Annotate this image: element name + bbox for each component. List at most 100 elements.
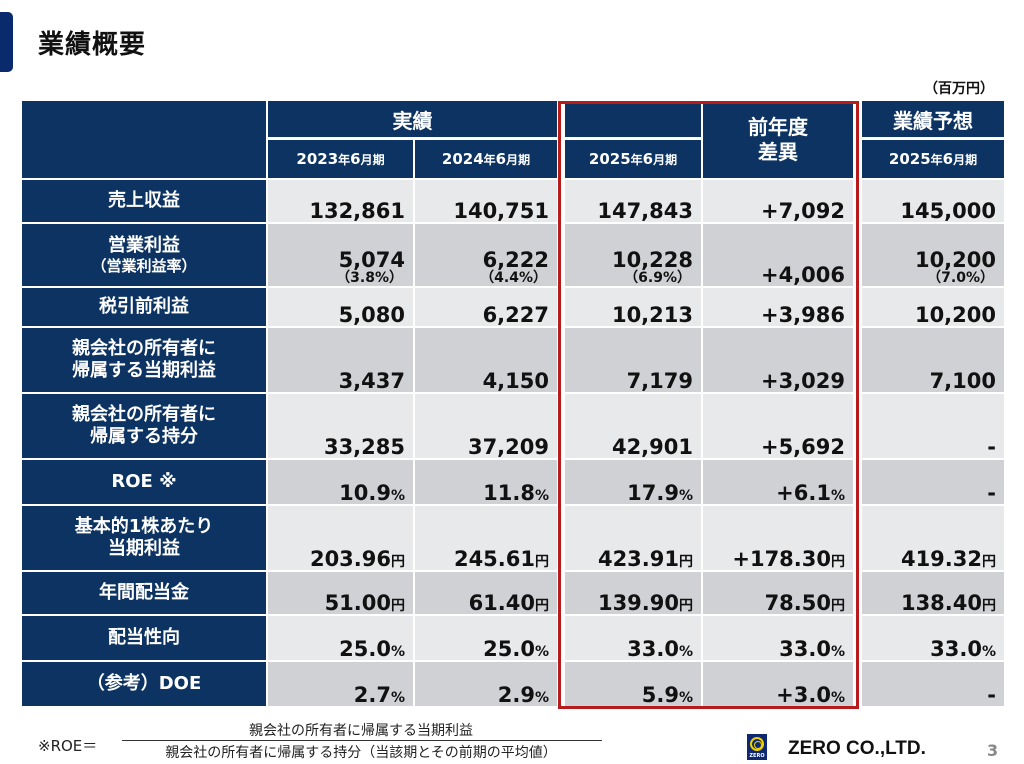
- cell-value-line: +6.1%: [776, 482, 845, 504]
- row-label: ROE ※: [22, 460, 266, 504]
- cell-value: 42,901: [611, 434, 693, 459]
- cell-unit: %: [830, 487, 845, 504]
- table-cell: 5.9%: [565, 662, 701, 706]
- table-cell: 78.50円: [703, 572, 853, 614]
- year-kanji: 年: [483, 152, 496, 167]
- cell-unit: %: [534, 643, 549, 660]
- table-cell: 10,200: [862, 288, 1004, 326]
- period-kanji: 月期: [506, 152, 531, 167]
- table-cell: 51.00円: [268, 572, 413, 614]
- row-label-line2: 帰属する持分: [90, 426, 198, 447]
- table-cell: 33,285: [268, 394, 413, 458]
- page-number: 3: [987, 741, 999, 760]
- cell-value-line: +3.0%: [776, 684, 845, 706]
- logo-ring-icon: [750, 737, 764, 751]
- cell-unit: 円: [831, 597, 845, 614]
- row-label: 配当性向: [22, 616, 266, 660]
- cell-value: +4,006: [760, 262, 845, 287]
- cell-value: +3,986: [760, 302, 845, 327]
- table-cell: 5,080: [268, 288, 413, 326]
- cell-value: 25.0: [339, 636, 391, 661]
- cell-value-line: 3,437: [339, 370, 405, 392]
- row-label-line2: （営業利益率）: [91, 256, 197, 275]
- cell-unit: 円: [391, 597, 405, 614]
- row-label-line2: 当期利益: [108, 538, 180, 559]
- row-label-line1: 親会社の所有者に: [72, 404, 216, 426]
- cell-value: 7,179: [626, 368, 693, 393]
- header-corner: [22, 101, 266, 178]
- cell-value-line: 78.50円: [765, 592, 845, 614]
- cell-value: -: [987, 682, 996, 707]
- cell-value-line: 4,150: [483, 370, 549, 392]
- year-number: 2025: [888, 150, 931, 168]
- cell-value: +5,692: [760, 434, 845, 459]
- cell-value-line: 5,080: [339, 304, 405, 326]
- table-cell: 61.40円: [415, 572, 557, 614]
- cell-value-line: 423.91円: [598, 548, 693, 570]
- cell-unit: 円: [831, 553, 845, 570]
- table-cell: +7,092: [703, 180, 853, 222]
- cell-value-line: 10,200: [915, 249, 996, 271]
- cell-value-line: 37,209: [468, 436, 549, 458]
- fraction-line: [122, 740, 602, 741]
- header-year-2: 2025 年 6 月期: [565, 140, 701, 178]
- table-cell: 147,843: [565, 180, 701, 222]
- cell-value-line: 132,861: [309, 200, 405, 222]
- table-cell: 10,213: [565, 288, 701, 326]
- cell-value: 5,074: [338, 248, 405, 273]
- table-cell: +3,986: [703, 288, 853, 326]
- row-label: （参考）DOE: [22, 662, 266, 706]
- table-cell: 203.96円: [268, 506, 413, 570]
- cell-value: 145,000: [900, 198, 996, 223]
- cell-value: +3.0: [776, 682, 831, 707]
- table-cell: 33.0%: [703, 616, 853, 660]
- table-cell: 2.7%: [268, 662, 413, 706]
- cell-unit: 円: [982, 597, 996, 614]
- cell-value-line: 145,000: [900, 200, 996, 222]
- table-cell: 5,074 （3.8%）: [268, 224, 413, 286]
- header-diff: 前年度 差異: [703, 101, 853, 178]
- cell-value-line: 61.40円: [469, 592, 549, 614]
- cell-unit: %: [830, 689, 845, 706]
- table-cell: 10,200 （7.0%）: [862, 224, 1004, 286]
- row-label: 年間配当金: [22, 572, 266, 614]
- cell-value: +6.1: [776, 480, 831, 505]
- cell-value: 139.90: [597, 590, 679, 615]
- table-cell: 42,901: [565, 394, 701, 458]
- table-cell: -: [862, 394, 1004, 458]
- cell-value: 140,751: [453, 198, 549, 223]
- header-actual-label: 実績: [392, 108, 433, 133]
- cell-value-line: 5,074: [339, 249, 405, 271]
- table-cell: 33.0%: [862, 616, 1004, 660]
- cell-value: 33.0: [779, 636, 831, 661]
- cell-value-line: 33.0%: [779, 638, 845, 660]
- cell-subvalue: （7.0%）: [927, 270, 994, 287]
- header-actual-group: 実績: [268, 101, 557, 137]
- table-cell: 138.40円: [862, 572, 1004, 614]
- cell-unit: 円: [679, 553, 693, 570]
- footnote-numerator: 親会社の所有者に帰属する当期利益: [249, 723, 473, 739]
- unit-label: （百万円）: [924, 81, 994, 97]
- cell-unit: %: [534, 689, 549, 706]
- row-label-line1: 営業利益: [108, 235, 180, 257]
- table-cell: 419.32円: [862, 506, 1004, 570]
- table-cell: 2.9%: [415, 662, 557, 706]
- cell-value-line: -: [987, 436, 996, 458]
- cell-unit: %: [830, 643, 845, 660]
- cell-value-line: +7,092: [761, 200, 845, 222]
- cell-value: 17.9: [627, 480, 679, 505]
- row-label-line1: 売上収益: [108, 190, 180, 212]
- cell-value-line: 140,751: [453, 200, 549, 222]
- header-forecast-group: 業績予想: [862, 101, 1004, 137]
- cell-value-line: 33,285: [324, 436, 405, 458]
- cell-unit: %: [678, 689, 693, 706]
- cell-value-line: -: [987, 482, 996, 504]
- cell-value: 33,285: [323, 434, 405, 459]
- cell-unit: %: [534, 487, 549, 504]
- row-label-line1: 基本的1株あたり: [74, 516, 214, 538]
- cell-unit: 円: [982, 553, 996, 570]
- header-blank-2025: [565, 101, 701, 137]
- cell-value: 2.9: [497, 682, 535, 707]
- table-cell: 3,437: [268, 328, 413, 392]
- row-label: 親会社の所有者に 帰属する当期利益: [22, 328, 266, 392]
